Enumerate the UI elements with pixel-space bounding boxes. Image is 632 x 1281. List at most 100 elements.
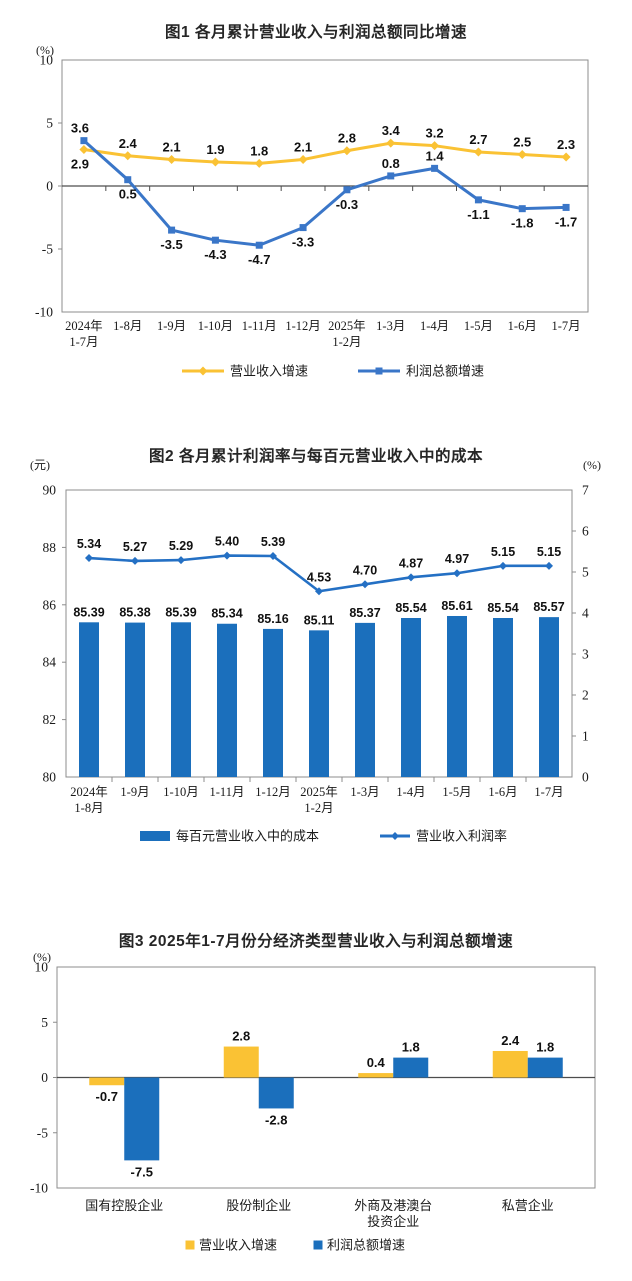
svg-text:2.1: 2.1 bbox=[163, 140, 181, 155]
svg-text:(元): (元) bbox=[30, 458, 50, 472]
svg-text:1-7月: 1-7月 bbox=[534, 785, 563, 799]
svg-text:6: 6 bbox=[582, 524, 589, 539]
svg-text:-2.8: -2.8 bbox=[265, 1112, 287, 1127]
svg-text:85.61: 85.61 bbox=[441, 599, 472, 613]
svg-text:营业收入增速: 营业收入增速 bbox=[230, 364, 308, 379]
svg-text:1-12月: 1-12月 bbox=[255, 785, 290, 799]
svg-text:1-11月: 1-11月 bbox=[242, 319, 277, 333]
revenue-profit-margin-line: 5.34 5.27 5.29 5.40 5.39 4.53 4.70 4.87 4.97 5.15… bbox=[77, 535, 561, 596]
svg-text:1-6月: 1-6月 bbox=[508, 319, 537, 333]
svg-text:3: 3 bbox=[582, 647, 589, 662]
profit-growth-bars: -7.5 -2.8 1.8 1.8 bbox=[124, 1040, 563, 1179]
figure1-canvas: 10 5 0 -5 -10 2024年 1-7月 1-8月 1-9月 1-10月 1-11月 1-12… bbox=[35, 43, 589, 379]
figure2-legend: 每百元营业收入中的成本 营业收入利润率 bbox=[140, 829, 507, 844]
svg-text:0: 0 bbox=[582, 770, 589, 785]
svg-text:1-6月: 1-6月 bbox=[488, 785, 517, 799]
svg-text:1: 1 bbox=[582, 729, 589, 744]
svg-text:4.53: 4.53 bbox=[307, 570, 331, 584]
svg-text:每百元营业收入中的成本: 每百元营业收入中的成本 bbox=[176, 829, 319, 844]
svg-text:85.11: 85.11 bbox=[304, 613, 335, 627]
svg-text:1-5月: 1-5月 bbox=[442, 785, 471, 799]
svg-text:85.39: 85.39 bbox=[73, 605, 104, 619]
svg-text:5.15: 5.15 bbox=[491, 545, 515, 559]
svg-text:5.15: 5.15 bbox=[537, 545, 561, 559]
svg-text:1-9月: 1-9月 bbox=[120, 785, 149, 799]
svg-text:5.40: 5.40 bbox=[215, 535, 239, 549]
cost-per-100-revenue-bars: 85.39 85.38 85.39 85.34 85.16 85.11 85.37 85.54… bbox=[73, 599, 565, 777]
svg-text:1-3月: 1-3月 bbox=[350, 785, 379, 799]
profit-growth-line: 3.6 0.5 -3.5 -4.3 -4.7 -3.3 -0.3 0.8 1.4 -1.1 -1.8… bbox=[71, 121, 577, 268]
revenue-growth-line: 2.9 2.4 2.1 1.9 1.8 2.1 2.8 3.4 3.2 2.7 2.5 2.3 bbox=[71, 123, 575, 171]
figure2-unit-labels: (元) (%) bbox=[30, 458, 601, 472]
svg-text:2025年1-2月: 2025年 1-2月 bbox=[328, 319, 366, 349]
svg-text:-3.5: -3.5 bbox=[160, 237, 182, 252]
svg-text:1.9: 1.9 bbox=[206, 142, 224, 157]
svg-text:股份制企业: 股份制企业 bbox=[226, 1198, 291, 1213]
svg-text:2025年1-2月: 2025年 1-2月 bbox=[300, 785, 338, 815]
svg-text:85.34: 85.34 bbox=[211, 607, 242, 621]
figure1-axes: 10 5 0 -5 -10 bbox=[35, 53, 589, 320]
svg-text:1-4月: 1-4月 bbox=[396, 785, 425, 799]
svg-text:1-10月: 1-10月 bbox=[163, 785, 198, 799]
svg-text:2.9: 2.9 bbox=[71, 156, 89, 171]
svg-text:80: 80 bbox=[43, 770, 57, 785]
figure3-unit-label: (%) bbox=[33, 950, 51, 964]
svg-text:5: 5 bbox=[41, 1015, 48, 1030]
svg-text:5.39: 5.39 bbox=[261, 535, 285, 549]
figure2-title: 图2 各月累计利润率与每百元营业收入中的成本 bbox=[149, 448, 483, 465]
svg-text:(%): (%) bbox=[36, 43, 54, 57]
svg-text:5: 5 bbox=[582, 565, 589, 580]
svg-text:外商及港澳台投资企业: 外商及港澳台投资企业 bbox=[354, 1198, 432, 1229]
svg-text:1-7月: 1-7月 bbox=[551, 319, 580, 333]
svg-text:0.5: 0.5 bbox=[119, 187, 137, 202]
svg-text:0.4: 0.4 bbox=[367, 1055, 386, 1070]
svg-text:-0.3: -0.3 bbox=[336, 197, 358, 212]
svg-text:1.4: 1.4 bbox=[426, 148, 445, 163]
figure1-legend: 营业收入增速 利润总额增速 bbox=[182, 364, 484, 379]
figure2-canvas: 90 88 86 84 82 80 7 6 5 4 3 2 1 0 2024年 1-8月 1-9月 1-10月 1-… bbox=[30, 458, 601, 844]
svg-text:5.27: 5.27 bbox=[123, 540, 147, 554]
svg-text:(%): (%) bbox=[33, 950, 51, 964]
svg-text:1.8: 1.8 bbox=[402, 1040, 420, 1055]
svg-text:(%): (%) bbox=[583, 458, 601, 472]
svg-text:2: 2 bbox=[582, 688, 589, 703]
svg-text:84: 84 bbox=[43, 655, 57, 670]
svg-text:5.29: 5.29 bbox=[169, 539, 193, 553]
svg-text:1-3月: 1-3月 bbox=[376, 319, 405, 333]
svg-text:1-8月: 1-8月 bbox=[113, 319, 142, 333]
svg-text:-5: -5 bbox=[37, 1125, 48, 1140]
svg-text:-3.3: -3.3 bbox=[292, 235, 314, 250]
svg-text:2.4: 2.4 bbox=[119, 136, 138, 151]
svg-text:利润总额增速: 利润总额增速 bbox=[406, 364, 484, 379]
svg-text:国有控股企业: 国有控股企业 bbox=[85, 1198, 163, 1213]
svg-text:-0.7: -0.7 bbox=[96, 1089, 118, 1104]
svg-text:85.16: 85.16 bbox=[257, 612, 288, 626]
svg-text:85.54: 85.54 bbox=[487, 601, 518, 615]
svg-text:85.54: 85.54 bbox=[395, 601, 426, 615]
svg-text:85.57: 85.57 bbox=[533, 600, 564, 614]
svg-text:3.4: 3.4 bbox=[382, 123, 401, 138]
svg-text:1-9月: 1-9月 bbox=[157, 319, 186, 333]
svg-text:2.4: 2.4 bbox=[501, 1033, 520, 1048]
svg-text:2.5: 2.5 bbox=[513, 135, 531, 150]
svg-text:0: 0 bbox=[46, 179, 53, 194]
figure3-legend: 营业收入增速 利润总额增速 bbox=[185, 1238, 405, 1253]
figure1-unit-label: (%) bbox=[36, 43, 54, 57]
svg-text:3.2: 3.2 bbox=[426, 126, 444, 141]
svg-text:10: 10 bbox=[40, 53, 54, 68]
svg-text:10: 10 bbox=[35, 960, 49, 975]
svg-text:-1.8: -1.8 bbox=[511, 216, 533, 231]
svg-text:5: 5 bbox=[46, 116, 53, 131]
svg-text:3.6: 3.6 bbox=[71, 121, 89, 136]
svg-text:90: 90 bbox=[43, 483, 57, 498]
svg-text:85.38: 85.38 bbox=[119, 606, 150, 620]
svg-text:4.87: 4.87 bbox=[399, 556, 423, 570]
svg-text:88: 88 bbox=[43, 540, 57, 555]
svg-text:-4.3: -4.3 bbox=[204, 247, 226, 262]
svg-text:-4.7: -4.7 bbox=[248, 252, 270, 267]
svg-text:85.37: 85.37 bbox=[349, 606, 380, 620]
svg-text:-1.1: -1.1 bbox=[467, 207, 489, 222]
svg-text:0.8: 0.8 bbox=[382, 156, 400, 171]
